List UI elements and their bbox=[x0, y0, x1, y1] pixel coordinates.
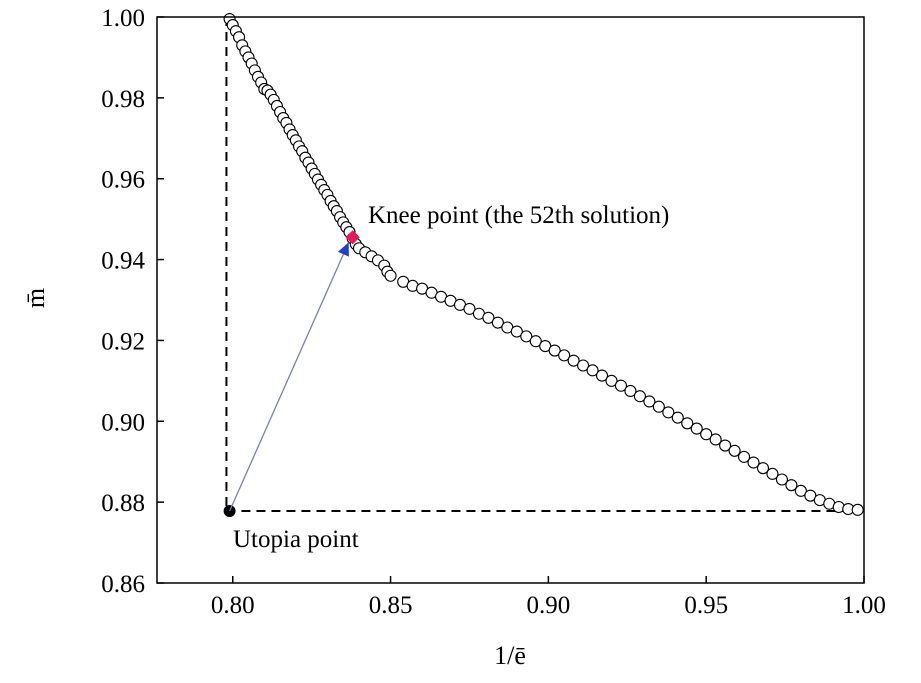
axis-ticks: 0.80 0.85 0.90 0.95 1.00 0.86 0.88 0.90 0.92 0.94… bbox=[101, 5, 886, 619]
data-point bbox=[577, 359, 590, 372]
data-point bbox=[510, 325, 523, 338]
data-point bbox=[681, 417, 694, 430]
data-point bbox=[738, 450, 751, 463]
x-tick-label: 0.85 bbox=[369, 592, 413, 619]
data-point bbox=[558, 349, 571, 362]
data-point bbox=[785, 479, 798, 492]
y-tick-label: 0.88 bbox=[101, 490, 145, 517]
data-point bbox=[766, 467, 779, 480]
data-point bbox=[529, 335, 542, 348]
y-tick-label: 0.90 bbox=[101, 409, 145, 436]
y-tick-label: 1.00 bbox=[101, 5, 145, 32]
data-point bbox=[652, 400, 665, 413]
data-point bbox=[700, 428, 713, 441]
data-point bbox=[614, 379, 628, 392]
data-point bbox=[548, 344, 561, 357]
data-point bbox=[662, 406, 675, 419]
data-point bbox=[491, 316, 504, 329]
utopia-to-knee-arrow bbox=[228, 242, 350, 512]
data-point bbox=[384, 269, 397, 282]
data-marks bbox=[223, 12, 864, 518]
y-axis-label: m̄ bbox=[21, 288, 50, 308]
x-tick-label: 0.95 bbox=[684, 592, 728, 619]
data-point bbox=[671, 411, 684, 424]
data-point bbox=[728, 444, 741, 457]
data-point bbox=[567, 354, 580, 367]
data-point bbox=[690, 422, 703, 435]
data-point bbox=[709, 433, 722, 446]
x-tick-label: 1.00 bbox=[842, 592, 886, 619]
data-point bbox=[463, 302, 476, 315]
data-point bbox=[624, 384, 637, 398]
data-point bbox=[605, 374, 618, 387]
y-tick-label: 0.98 bbox=[101, 86, 145, 113]
x-tick-label: 0.90 bbox=[527, 592, 571, 619]
data-point bbox=[747, 456, 760, 469]
knee-point-label: Knee point (the 52th solution) bbox=[368, 202, 669, 229]
knee-point-marker bbox=[345, 230, 360, 245]
data-point bbox=[756, 462, 770, 475]
arrowhead bbox=[337, 242, 349, 257]
y-tick-label: 0.96 bbox=[101, 167, 145, 194]
data-point bbox=[851, 503, 864, 516]
data-point bbox=[633, 390, 646, 403]
x-tick-label: 0.80 bbox=[211, 592, 255, 619]
data-point bbox=[719, 439, 732, 452]
y-tick-label: 0.86 bbox=[101, 571, 145, 598]
data-point bbox=[775, 473, 788, 486]
data-point bbox=[794, 484, 807, 497]
y-tick-label: 0.94 bbox=[101, 248, 145, 275]
y-tick-label: 0.92 bbox=[101, 328, 145, 355]
data-point bbox=[595, 369, 609, 382]
data-point bbox=[643, 395, 656, 408]
data-point bbox=[520, 330, 533, 343]
data-point bbox=[482, 311, 495, 324]
x-axis-label: 1/ē bbox=[494, 641, 526, 670]
utopia-point-label: Utopia point bbox=[233, 526, 359, 553]
data-point bbox=[586, 364, 599, 377]
plot-frame bbox=[156, 16, 865, 584]
